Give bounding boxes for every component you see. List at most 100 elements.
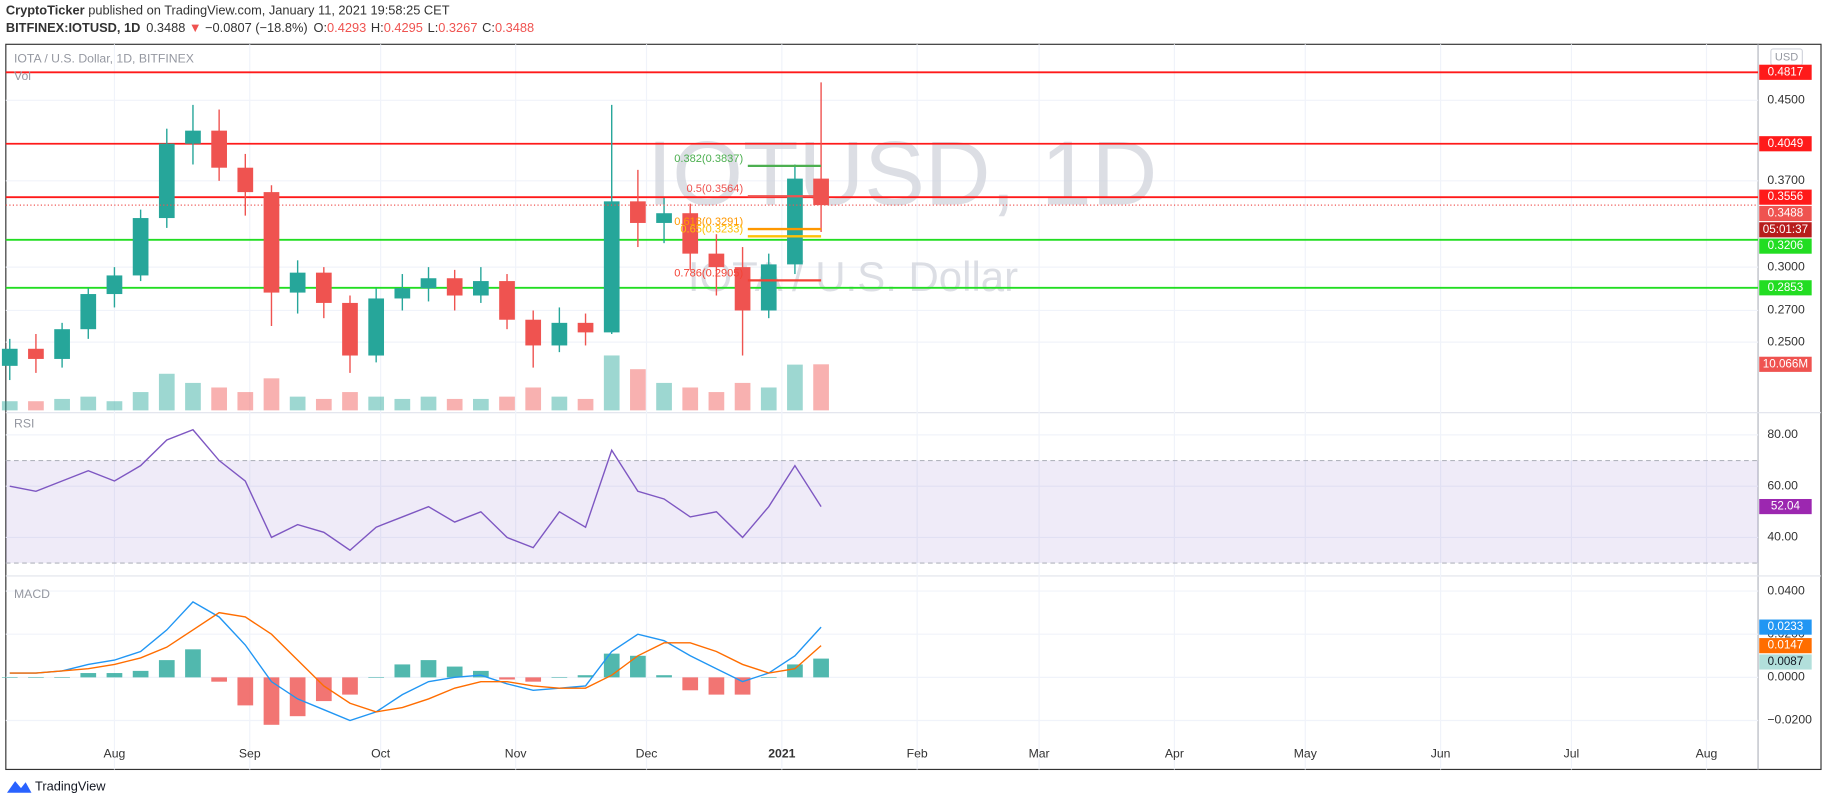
price-label-box	[1759, 619, 1812, 635]
symbol: BITFINEX:IOTUSD, 1D	[6, 21, 141, 36]
x-tick-label: Oct	[371, 747, 391, 761]
macd-line	[9, 611, 822, 713]
ohlc-val: 0.3267	[438, 21, 477, 36]
y-tick-label: 0.3000	[1767, 259, 1805, 273]
price-label: 0.4049	[1768, 137, 1804, 150]
candle-body	[656, 213, 672, 223]
macd-line	[9, 600, 822, 722]
chart-title: IOTA / U.S. Dollar, 1D, BITFINEX	[14, 52, 194, 66]
macd-hist	[603, 653, 620, 678]
volume-bar	[813, 364, 829, 411]
candle-body	[1, 348, 18, 366]
fib-label: 0.786(0.2905)	[674, 267, 743, 279]
macd-hist	[682, 677, 699, 691]
ohlc-val: 0.4293	[327, 21, 366, 36]
candle-body	[630, 201, 646, 223]
macd-hist	[473, 670, 489, 678]
footer-logo	[6, 781, 32, 793]
candle-body	[394, 288, 411, 299]
x-tick-label: Aug	[1696, 747, 1718, 761]
candle-body	[603, 201, 620, 333]
volume-bar	[630, 369, 646, 411]
ohlc-key: H:	[371, 21, 384, 36]
price-label-box	[1759, 238, 1812, 254]
volume-bar	[603, 355, 620, 411]
countdown-box	[1759, 222, 1812, 238]
rsi-band	[5, 460, 1759, 564]
candle-body	[158, 143, 175, 219]
price-label-box	[1759, 498, 1812, 515]
publish-line: CryptoTicker published on TradingView.co…	[6, 3, 450, 18]
macd-hist	[394, 664, 411, 678]
candle-body	[289, 272, 306, 293]
volume-bar	[54, 398, 70, 411]
candle-body	[28, 348, 44, 359]
volume-bar	[499, 396, 515, 411]
candle-body	[106, 275, 123, 295]
marks: 0.382(0.3837) 0.5(0.3564) 0.618(0.3291)0.6…	[1, 71, 1759, 725]
publisher: CryptoTicker	[6, 3, 85, 18]
currency: USD	[1775, 52, 1798, 64]
volume-bar	[315, 398, 332, 411]
volume-legend: Vol	[14, 69, 31, 83]
price-label: 10.066M	[1763, 357, 1808, 370]
macd-hist	[315, 677, 332, 702]
macd-hist	[525, 677, 542, 682]
volume-bar	[211, 387, 227, 411]
rsi-line	[9, 428, 822, 552]
y-tick-label: 0.0400	[1767, 583, 1805, 597]
macd-hist	[80, 673, 97, 678]
candle-body	[185, 130, 201, 144]
volume-bar	[708, 392, 725, 411]
volume-bar	[158, 373, 175, 411]
volume-bar	[682, 387, 699, 411]
frame	[5, 43, 1822, 771]
candle-body	[420, 278, 437, 289]
volume-bar	[734, 382, 751, 411]
logo	[6, 781, 32, 793]
volume-bar	[577, 398, 594, 411]
x-tick-label: May	[1294, 747, 1318, 761]
price-label-box	[1759, 205, 1812, 222]
macd-hist	[787, 664, 803, 678]
candle-body	[525, 319, 542, 346]
volume-bar	[551, 396, 568, 411]
last: 0.3488	[146, 21, 185, 36]
candle-body	[54, 329, 70, 359]
volume-bar	[525, 387, 542, 411]
macd-hist	[446, 666, 463, 678]
change: −0.0807 (−18.8%)	[205, 21, 308, 36]
macd-hist	[185, 649, 201, 678]
macd-hist	[499, 677, 515, 680]
candle-body	[368, 298, 385, 356]
price-label-box	[1759, 189, 1812, 205]
ohlc-val: 0.3488	[495, 21, 534, 36]
macd-hist	[106, 673, 123, 678]
volume-bar	[787, 364, 803, 411]
macd-hist	[28, 677, 44, 678]
footer: TradingView	[35, 778, 106, 793]
fib-label: 0.382(0.3837)	[674, 153, 743, 165]
macd-hist	[368, 677, 385, 678]
macd-hist	[813, 658, 829, 678]
volume-bar	[185, 382, 201, 411]
macd-hist	[760, 677, 777, 678]
price-label: 0.0087	[1768, 655, 1804, 668]
volume-bar	[342, 392, 358, 411]
price-label-box	[1759, 638, 1812, 654]
ohlc-val: 0.4295	[384, 21, 423, 36]
volume-bar	[132, 392, 149, 411]
price-label: 0.0233	[1768, 620, 1804, 633]
price-label-box	[1759, 654, 1812, 670]
macd-hist	[237, 677, 254, 706]
candle-body	[342, 302, 358, 356]
volume-bar	[28, 401, 44, 411]
volume-bar	[420, 396, 437, 411]
macd-hist	[289, 677, 306, 717]
candle-body	[473, 281, 489, 296]
candle-body	[708, 253, 725, 268]
volume-bar	[106, 401, 123, 411]
macd-hist	[54, 677, 70, 678]
price-label: 52.04	[1771, 500, 1801, 513]
